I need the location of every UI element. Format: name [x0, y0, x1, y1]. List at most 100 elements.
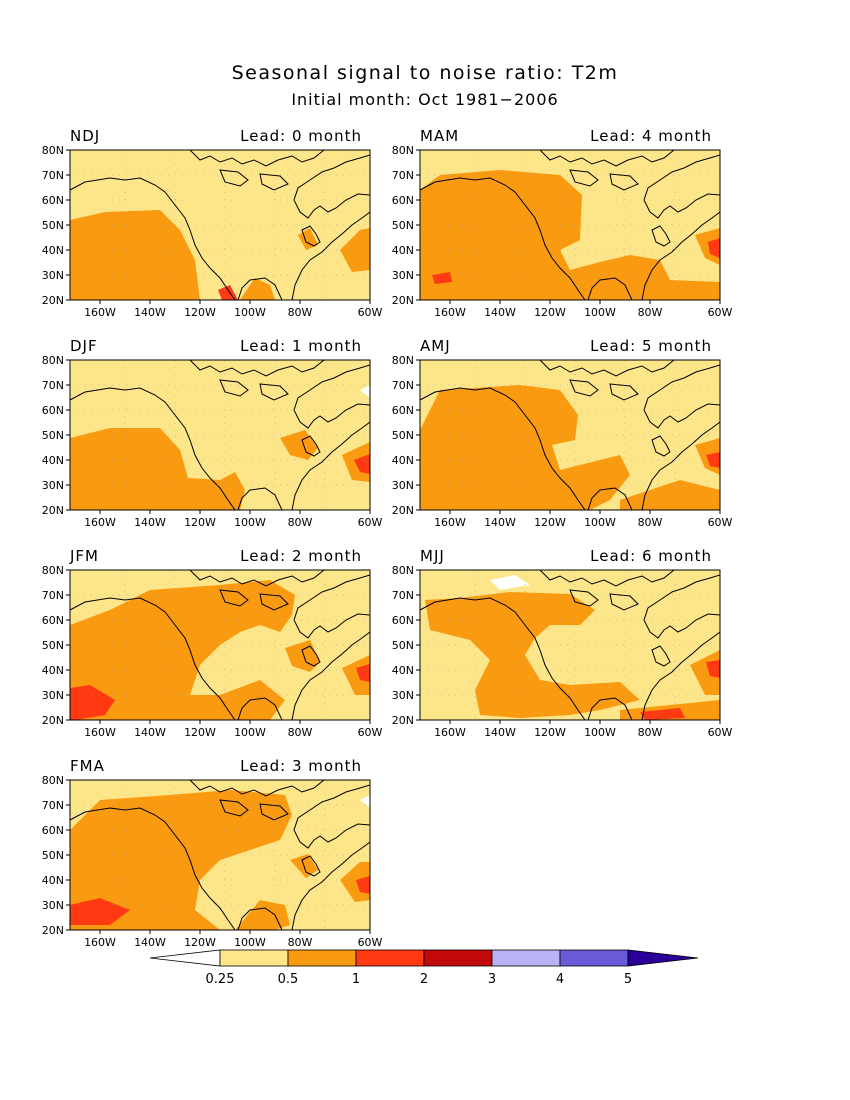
lon-tick-label: 120W — [534, 726, 566, 739]
coastline — [609, 593, 639, 611]
coastline — [651, 645, 671, 667]
lat-tick-label: 30N — [392, 479, 414, 492]
coastline — [70, 807, 236, 930]
colorbar-segment — [491, 949, 561, 967]
lat-tick-label: 30N — [42, 899, 64, 912]
lat-tick-label: 70N — [392, 169, 414, 182]
coastline — [293, 574, 370, 639]
coastline — [189, 780, 325, 797]
coastline — [301, 855, 321, 877]
lon-tick-label: 60W — [358, 516, 383, 529]
snr-region-mid — [240, 278, 275, 300]
lat-tick-label: 80N — [392, 354, 414, 367]
lat-tick-label: 50N — [392, 429, 414, 442]
coastline — [569, 379, 599, 397]
coastline — [291, 631, 370, 720]
coastline — [569, 589, 599, 607]
lon-tick-label: 60W — [358, 726, 383, 739]
snr-region-high — [432, 272, 452, 284]
panel-season-label: DJF — [70, 337, 98, 355]
lon-tick-label: 140W — [484, 306, 516, 319]
lat-tick-label: 70N — [42, 379, 64, 392]
coastline — [189, 360, 325, 377]
lat-tick-label: 70N — [392, 379, 414, 392]
lat-tick-label: 50N — [42, 849, 64, 862]
coastline — [237, 907, 283, 930]
coastline — [70, 177, 236, 300]
colorbar-segment — [423, 949, 493, 967]
lon-tick-label: 120W — [534, 306, 566, 319]
lat-tick-label: 20N — [42, 924, 64, 937]
panel-season-label: MAM — [420, 127, 460, 145]
colorbar-label: 0.25 — [206, 972, 235, 987]
lon-tick-label: 140W — [134, 516, 166, 529]
map-panel-mam: MAM Lead: 4 month 80N 70N 60N 50N 40N 30N 20N 160… — [390, 127, 733, 327]
coastline — [189, 570, 325, 587]
lon-tick-label: 100W — [584, 726, 616, 739]
lon-tick-label: 60W — [708, 726, 733, 739]
map-svg: 80N 70N 60N 50N 40N 30N 20N 160W 140W 120W 100W 80W… — [42, 774, 383, 949]
map-svg: 80N 70N 60N 50N 40N 30N 20N 160W 140W 120W 100W 80W… — [42, 564, 383, 739]
figure-subtitle: Initial month: Oct 1981−2006 — [291, 90, 559, 109]
colorbar-svg: 0.25 0.5 1 2 3 4 5 — [149, 949, 699, 987]
lon-tick-label: 120W — [184, 936, 216, 949]
map-panel-ndj: NDJ Lead: 0 month 80N 70N 60N 50N 40N 30N 20N 160… — [40, 127, 383, 327]
lat-tick-label: 20N — [42, 504, 64, 517]
lon-tick-label: 160W — [434, 516, 466, 529]
lon-tick-label: 100W — [234, 726, 266, 739]
snr-region-mid — [70, 580, 295, 720]
coastline — [301, 435, 321, 457]
lat-tick-label: 50N — [42, 639, 64, 652]
snr-region-mid — [70, 210, 200, 300]
panel-lead-label: Lead: 0 month — [240, 127, 362, 145]
lat-tick-label: 80N — [42, 564, 64, 577]
snr-region-high — [354, 454, 370, 474]
coastline — [651, 225, 671, 247]
lon-tick-label: 80W — [288, 936, 313, 949]
snr-region-mid — [695, 228, 720, 265]
figure-title: Seasonal signal to noise ratio: T2m — [231, 62, 619, 84]
snr-region-high — [708, 238, 720, 258]
lon-tick-label: 60W — [358, 306, 383, 319]
panel-lead-label: Lead: 1 month — [240, 337, 362, 355]
lat-tick-label: 70N — [42, 799, 64, 812]
coastline — [641, 631, 720, 720]
panel-lead-label: Lead: 2 month — [240, 547, 362, 565]
lon-tick-label: 100W — [234, 936, 266, 949]
panel-lead-label: Lead: 3 month — [240, 757, 362, 775]
lat-tick-label: 20N — [392, 714, 414, 727]
lon-tick-label: 80W — [288, 516, 313, 529]
colorbar-label: 4 — [556, 972, 564, 987]
colorbar-label: 5 — [624, 972, 632, 987]
lat-tick-label: 30N — [42, 479, 64, 492]
lat-tick-label: 60N — [392, 614, 414, 627]
colorbar-label: 3 — [488, 972, 496, 987]
snr-region-mid — [620, 480, 720, 510]
coastline — [259, 383, 289, 401]
lat-tick-label: 80N — [392, 564, 414, 577]
lat-tick-label: 80N — [392, 144, 414, 157]
coastline — [219, 379, 249, 397]
colorbar-label: 0.5 — [278, 972, 299, 987]
coastline — [237, 277, 283, 300]
lon-tick-label: 60W — [708, 306, 733, 319]
panel-season-label: FMA — [70, 757, 105, 775]
colorbar-label: 2 — [420, 972, 428, 987]
colorbar-label: 1 — [352, 972, 360, 987]
lon-tick-label: 160W — [84, 306, 116, 319]
lat-tick-label: 40N — [392, 664, 414, 677]
lon-tick-label: 140W — [484, 516, 516, 529]
snr-region-high — [70, 685, 115, 720]
coastline — [609, 383, 639, 401]
coastline — [609, 173, 639, 191]
lon-tick-label: 60W — [358, 936, 383, 949]
coastline — [219, 799, 249, 817]
lon-tick-label: 80W — [288, 306, 313, 319]
snr-region-none — [490, 575, 530, 590]
panel-season-label: MJJ — [420, 547, 445, 565]
lat-tick-label: 60N — [42, 194, 64, 207]
coastline — [641, 421, 720, 510]
snr-region-mid — [235, 900, 290, 930]
colorbar-segment — [355, 949, 425, 967]
panel-lead-label: Lead: 5 month — [590, 337, 712, 355]
